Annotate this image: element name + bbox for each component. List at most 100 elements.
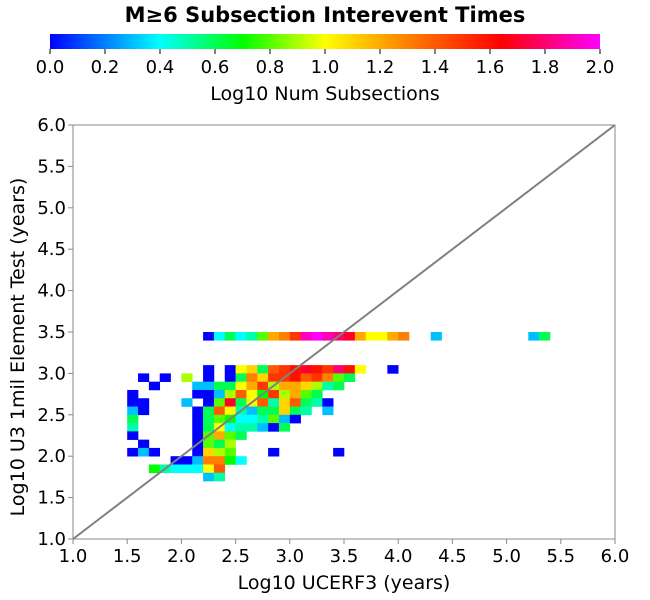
heatmap-cell	[300, 332, 312, 341]
heatmap-cell	[224, 447, 236, 457]
heatmap-cell	[333, 447, 345, 457]
heatmap-cell	[246, 389, 258, 399]
x-tick-label: 2.5	[221, 546, 250, 567]
heatmap-cell	[213, 414, 226, 424]
heatmap-cell	[311, 373, 323, 382]
heatmap-cell	[192, 414, 204, 424]
x-tick-label: 3.0	[275, 546, 304, 567]
heatmap-cell	[213, 456, 226, 465]
heatmap-cell	[300, 406, 312, 416]
heatmap-cell	[148, 447, 161, 457]
y-tick-label: 4.5	[37, 239, 66, 260]
heatmap-cell	[203, 332, 215, 341]
heatmap-cell	[289, 381, 301, 391]
heatmap-cell	[181, 464, 193, 474]
y-tick-label: 1.0	[37, 529, 66, 550]
chart-title: M≥6 Subsection Interevent Times	[125, 3, 526, 27]
heatmap-cell	[333, 365, 345, 374]
heatmap-cell	[268, 365, 280, 374]
heatmap-cell	[138, 406, 150, 416]
colorbar-tick-label: 1.8	[531, 57, 560, 78]
heatmap-cell	[289, 332, 301, 341]
heatmap-cell	[159, 373, 171, 382]
heatmap-cell	[138, 439, 150, 449]
x-tick-label: 5.0	[492, 546, 521, 567]
heatmap-cell	[127, 389, 139, 399]
heatmap-cell	[148, 464, 161, 474]
y-tick-label: 4.0	[37, 281, 66, 302]
heatmap-cell	[528, 332, 540, 341]
heatmap-cell	[203, 439, 215, 449]
heatmap-cell	[430, 332, 442, 341]
heatmap-cell	[539, 332, 551, 341]
heatmap-cell	[235, 332, 247, 341]
heatmap-cell	[300, 365, 312, 374]
heatmap-cell	[268, 406, 280, 416]
heatmap-cell	[257, 398, 269, 407]
heatmap-cell	[246, 365, 258, 374]
heatmap-cell	[311, 332, 323, 341]
y-tick-label: 6.0	[37, 115, 66, 136]
heatmap-cell	[278, 406, 291, 416]
heatmap-cell	[170, 464, 182, 474]
heatmap-cell	[213, 332, 226, 341]
x-tick-label: 1.0	[59, 546, 88, 567]
heatmap-cell	[365, 332, 377, 341]
y-tick-label: 2.5	[37, 405, 66, 426]
heatmap-cell	[213, 389, 226, 399]
heatmap-cell	[224, 431, 236, 440]
heatmap-cell	[246, 414, 258, 424]
heatmap-cell	[257, 423, 269, 432]
heatmap-cell	[268, 332, 280, 341]
heatmap-cell	[203, 365, 215, 374]
heatmap-cell	[333, 373, 345, 382]
heatmap-cell	[311, 365, 323, 374]
heatmap-cell	[257, 381, 269, 391]
heatmap-cell	[344, 373, 356, 382]
heatmap-cell	[192, 389, 204, 399]
heatmap-cell	[148, 381, 161, 391]
heatmap-cell	[257, 373, 269, 382]
heatmap-cell	[213, 447, 226, 457]
heatmap-cell	[268, 447, 280, 457]
heatmap-cell	[224, 439, 236, 449]
heatmap-cell	[127, 431, 139, 440]
heatmap-cell	[257, 332, 269, 341]
heatmap-cell	[354, 332, 366, 341]
heatmap-cell	[192, 406, 204, 416]
y-tick-label: 3.5	[37, 322, 66, 343]
x-tick-label: 4.5	[438, 546, 467, 567]
y-tick-label: 3.0	[37, 363, 66, 384]
heatmap-cell	[181, 373, 193, 382]
heatmap-cell	[289, 389, 301, 399]
heatmap-cell	[203, 447, 215, 457]
heatmap-cell	[246, 406, 258, 416]
heatmap-cell	[289, 373, 301, 382]
heatmap-cell	[224, 332, 236, 341]
heatmap-cell	[213, 464, 226, 474]
heatmap-cell	[268, 414, 280, 424]
heatmap-cell	[322, 398, 334, 407]
heatmap-cell	[224, 398, 236, 407]
colorbar-tick-label: 0.0	[36, 57, 65, 78]
heatmap-cell	[278, 365, 291, 374]
heatmap-cell	[387, 332, 399, 341]
heatmap-cell	[354, 365, 366, 374]
heatmap-cell	[203, 456, 215, 465]
heatmap-cell	[203, 414, 215, 424]
heatmap-cell	[224, 373, 236, 382]
heatmap-cell	[278, 381, 291, 391]
heatmap-cell	[268, 373, 280, 382]
heatmap-cell	[278, 398, 291, 407]
heatmap-cell	[398, 332, 410, 341]
colorbar-ticks: 0.0 0.2 0.4 0.6 0.8 1.0 1.2 1.4 1.6 1.8 2.0	[36, 49, 614, 78]
heatmap-cell	[344, 332, 356, 341]
heatmap-cell	[246, 423, 258, 432]
heatmap-cell	[257, 406, 269, 416]
heatmap-cell	[127, 398, 139, 407]
heatmap-cell	[278, 389, 291, 399]
heatmap-cell	[235, 389, 247, 399]
heatmap-cell	[213, 381, 226, 391]
heatmap-cell	[387, 365, 399, 374]
